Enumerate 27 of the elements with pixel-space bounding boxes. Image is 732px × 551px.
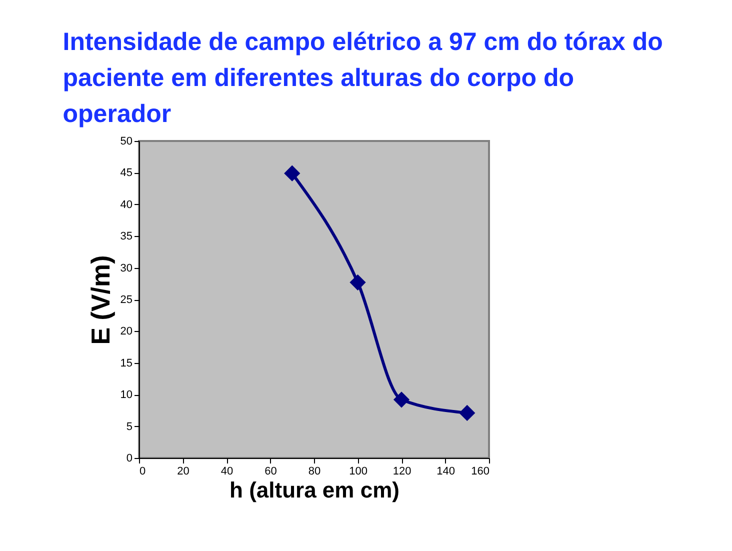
y-tick-label: 0 <box>126 452 132 464</box>
point <box>284 165 300 182</box>
y-tick-label: 20 <box>120 326 132 338</box>
x-tick-label: 40 <box>220 466 234 478</box>
y-tick-label: 45 <box>120 167 132 180</box>
y-axis-title: E (V/m) <box>85 255 116 345</box>
x-tick-label: 0 <box>140 466 146 478</box>
y-tick-label: 15 <box>120 357 132 370</box>
y-tick-label: 30 <box>120 262 132 274</box>
x-tick-label: 80 <box>308 466 321 478</box>
y-tick-label: 25 <box>120 294 132 306</box>
chart-title: Intensidade de campo elétrico a 97 cm do tórax do paciente em diferentes alturas do corpo do operador <box>62 28 663 128</box>
point <box>393 392 410 408</box>
y-tick-label: 40 <box>120 198 132 211</box>
point <box>350 274 366 290</box>
point <box>459 404 476 422</box>
x-tick-label: 160 <box>471 466 490 478</box>
y-tick-label: 10 <box>120 389 132 402</box>
y-tick-label: 5 <box>126 420 132 433</box>
x-tick-label: 120 <box>392 466 412 478</box>
x-axis-title: h (altura em cm) <box>230 478 400 502</box>
y-tick-label: 35 <box>120 230 132 243</box>
x-tick-label: 60 <box>264 466 277 478</box>
x-tick-label: 140 <box>436 466 455 478</box>
x-tick-label: 20 <box>177 466 190 478</box>
x-tick-label: 100 <box>349 466 368 478</box>
y-tick-label: 50 <box>120 136 132 148</box>
